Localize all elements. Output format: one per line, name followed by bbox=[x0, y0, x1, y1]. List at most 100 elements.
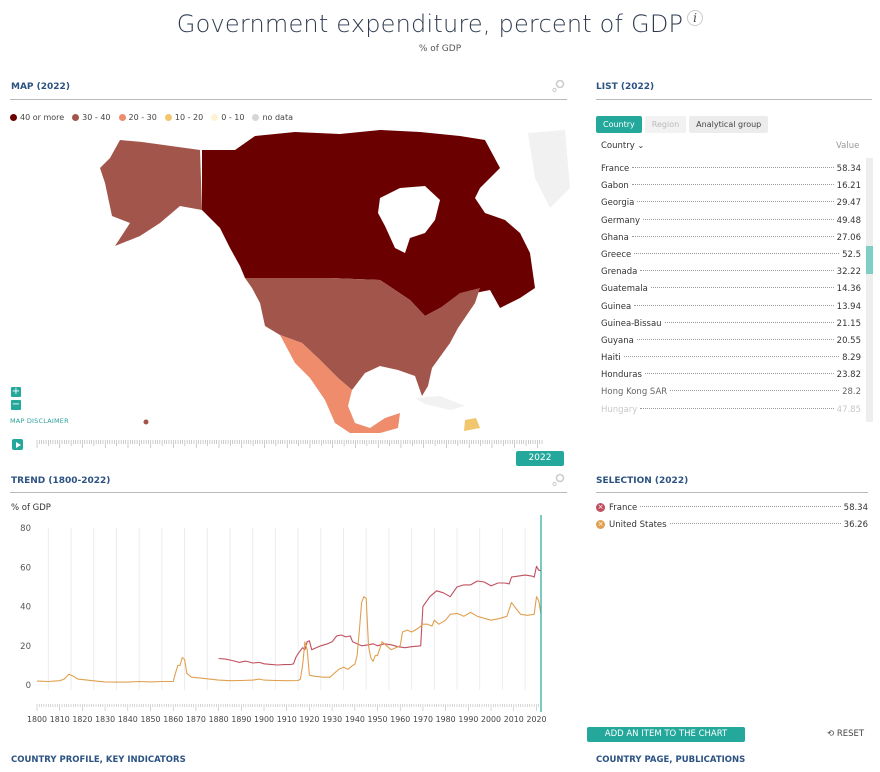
list-scrollbar-thumb[interactable] bbox=[866, 246, 873, 274]
x-tick-label: 1860 bbox=[163, 715, 183, 724]
list-row[interactable]: Guatemala 14.36 bbox=[601, 284, 861, 301]
x-tick-label: 1840 bbox=[118, 715, 138, 724]
map-region-cuba[interactable] bbox=[415, 396, 465, 410]
list-row-leader bbox=[636, 338, 834, 340]
legend-label: no data bbox=[262, 113, 293, 122]
list-row[interactable]: Guinea 13.94 bbox=[601, 302, 861, 319]
selection-item-united-states[interactable]: × United States 36.26 bbox=[596, 520, 868, 537]
map-legend: 40 or more 30 - 40 20 - 30 10 - 20 0 - 1… bbox=[10, 113, 293, 122]
settings-icon[interactable] bbox=[551, 79, 565, 93]
list-row-country: France bbox=[601, 164, 630, 174]
settings-icon[interactable] bbox=[551, 473, 565, 487]
remove-icon[interactable]: × bbox=[596, 520, 605, 529]
legend-swatch-0-10 bbox=[211, 114, 219, 121]
zoom-out-button[interactable]: − bbox=[11, 399, 21, 410]
map-region-mexico[interactable] bbox=[280, 335, 400, 433]
list-row[interactable]: Grenada 32.22 bbox=[601, 267, 861, 284]
list-row-value: 49.48 bbox=[836, 215, 861, 226]
x-tick-label: 2000 bbox=[481, 715, 501, 724]
list-row-leader bbox=[632, 167, 834, 168]
footer-country-page-link[interactable]: COUNTRY PAGE, PUBLICATIONS bbox=[596, 755, 746, 765]
map-region-united-states[interactable] bbox=[245, 278, 480, 396]
list-row[interactable]: Hong Kong SAR 28.2 bbox=[601, 387, 861, 404]
legend-item[interactable]: no data bbox=[252, 113, 293, 122]
list-row[interactable]: Georgia 29.47 bbox=[601, 198, 861, 215]
reset-button[interactable]: ⟲ RESET bbox=[827, 729, 864, 739]
trend-divider bbox=[10, 492, 567, 493]
x-tick-label: 1810 bbox=[50, 715, 70, 724]
legend-item[interactable]: 20 - 30 bbox=[118, 113, 157, 122]
y-axis-label: % of GDP bbox=[11, 503, 51, 513]
selection-heading: SELECTION (2022) bbox=[596, 476, 689, 486]
page-title-text: Government expenditure, percent of GDP bbox=[176, 10, 684, 38]
tab-country[interactable]: Country bbox=[596, 116, 642, 133]
list-row[interactable]: Greece 52.5 bbox=[601, 250, 861, 267]
list-row-leader bbox=[650, 287, 834, 289]
tab-region[interactable]: Region bbox=[644, 116, 687, 133]
x-tick-label: 1990 bbox=[458, 715, 478, 724]
map-region-greenland[interactable] bbox=[528, 130, 570, 208]
legend-item[interactable]: 0 - 10 bbox=[211, 113, 244, 122]
column-header-country[interactable]: Country ⌄ bbox=[601, 141, 644, 151]
list-row[interactable]: Haiti 8.29 bbox=[601, 353, 861, 370]
map-divider bbox=[10, 99, 567, 100]
trend-chart[interactable]: 0 20 40 60 80 1800 1810 1820 1830 1840 1850 1860 187… bbox=[0, 515, 580, 730]
legend-item[interactable]: 10 - 20 bbox=[164, 113, 203, 122]
map-region-alaska[interactable] bbox=[100, 140, 202, 246]
list-row-leader bbox=[643, 218, 834, 220]
timeline-year-badge[interactable]: 2022 bbox=[516, 451, 564, 466]
list-tabs: Country Region Analytical group bbox=[596, 112, 771, 133]
series-line-united-states[interactable] bbox=[36, 596, 542, 683]
list-scrollbar-track[interactable] bbox=[866, 158, 873, 422]
list-heading: LIST (2022) bbox=[596, 82, 655, 92]
list-row-country: Hong Kong SAR bbox=[601, 387, 668, 398]
choropleth-map[interactable] bbox=[80, 128, 580, 433]
list-row[interactable]: Guinea-Bissau 21.15 bbox=[601, 319, 861, 336]
zoom-in-button[interactable]: + bbox=[11, 386, 21, 397]
selection-list: × France 58.34 × United States 36.26 bbox=[596, 503, 868, 537]
add-item-button[interactable]: ADD AN ITEM TO THE CHART bbox=[587, 727, 745, 742]
legend-item[interactable]: 40 or more bbox=[10, 113, 64, 122]
list-row-country: Hungary bbox=[601, 404, 638, 415]
list-row-leader bbox=[631, 235, 834, 237]
list-row[interactable]: Hungary 47.85 bbox=[601, 405, 861, 420]
map-disclaimer-link[interactable]: MAP DISCLAIMER bbox=[10, 417, 69, 425]
list-divider bbox=[596, 99, 872, 100]
selection-value: 36.26 bbox=[843, 520, 868, 530]
list-row[interactable]: Honduras 23.82 bbox=[601, 370, 861, 387]
list-row-value: 23.82 bbox=[836, 370, 861, 381]
list-row-leader bbox=[664, 321, 834, 323]
x-tick-label: 1980 bbox=[436, 715, 456, 724]
map-region-hawaii[interactable] bbox=[143, 419, 149, 425]
x-tick-label: 1870 bbox=[186, 715, 206, 724]
y-tick-label: 60 bbox=[20, 563, 31, 573]
country-list[interactable]: France 58.34 Gabon 16.21 Georgia 29.47 Germany… bbox=[601, 158, 861, 420]
map-region-haiti[interactable] bbox=[464, 418, 480, 431]
timeline-slider[interactable] bbox=[36, 439, 548, 451]
list-row-country: Greece bbox=[601, 249, 632, 260]
map-region-canada[interactable] bbox=[202, 130, 535, 316]
column-header-value[interactable]: Value bbox=[836, 141, 860, 151]
legend-item[interactable]: 30 - 40 bbox=[72, 113, 111, 122]
info-icon[interactable]: i bbox=[687, 10, 704, 26]
list-row-value: 21.15 bbox=[836, 318, 861, 329]
x-tick-label: 2020 bbox=[526, 715, 546, 724]
selection-item-france[interactable]: × France 58.34 bbox=[596, 503, 868, 520]
list-row-value: 16.21 bbox=[836, 181, 861, 192]
legend-label: 30 - 40 bbox=[82, 113, 111, 122]
legend-swatch-40-plus bbox=[10, 114, 17, 121]
list-row[interactable]: Germany 49.48 bbox=[601, 216, 861, 233]
list-row[interactable]: France 58.34 bbox=[601, 164, 861, 181]
x-tick-label: 1800 bbox=[27, 715, 47, 724]
x-tick-label: 1930 bbox=[322, 715, 342, 724]
selection-divider bbox=[596, 492, 868, 493]
list-row[interactable]: Guyana 20.55 bbox=[601, 336, 861, 353]
list-row[interactable]: Ghana 27.06 bbox=[601, 233, 861, 250]
list-row[interactable]: Gabon 16.21 bbox=[601, 181, 861, 198]
remove-icon[interactable]: × bbox=[596, 503, 605, 512]
play-button[interactable] bbox=[12, 439, 23, 450]
page-title: Government expenditure, percent of GDP i bbox=[0, 10, 880, 38]
footer-country-profile-link[interactable]: COUNTRY PROFILE, KEY INDICATORS bbox=[11, 755, 186, 765]
list-row-leader bbox=[634, 252, 840, 254]
tab-analytical-group[interactable]: Analytical group bbox=[689, 116, 769, 133]
